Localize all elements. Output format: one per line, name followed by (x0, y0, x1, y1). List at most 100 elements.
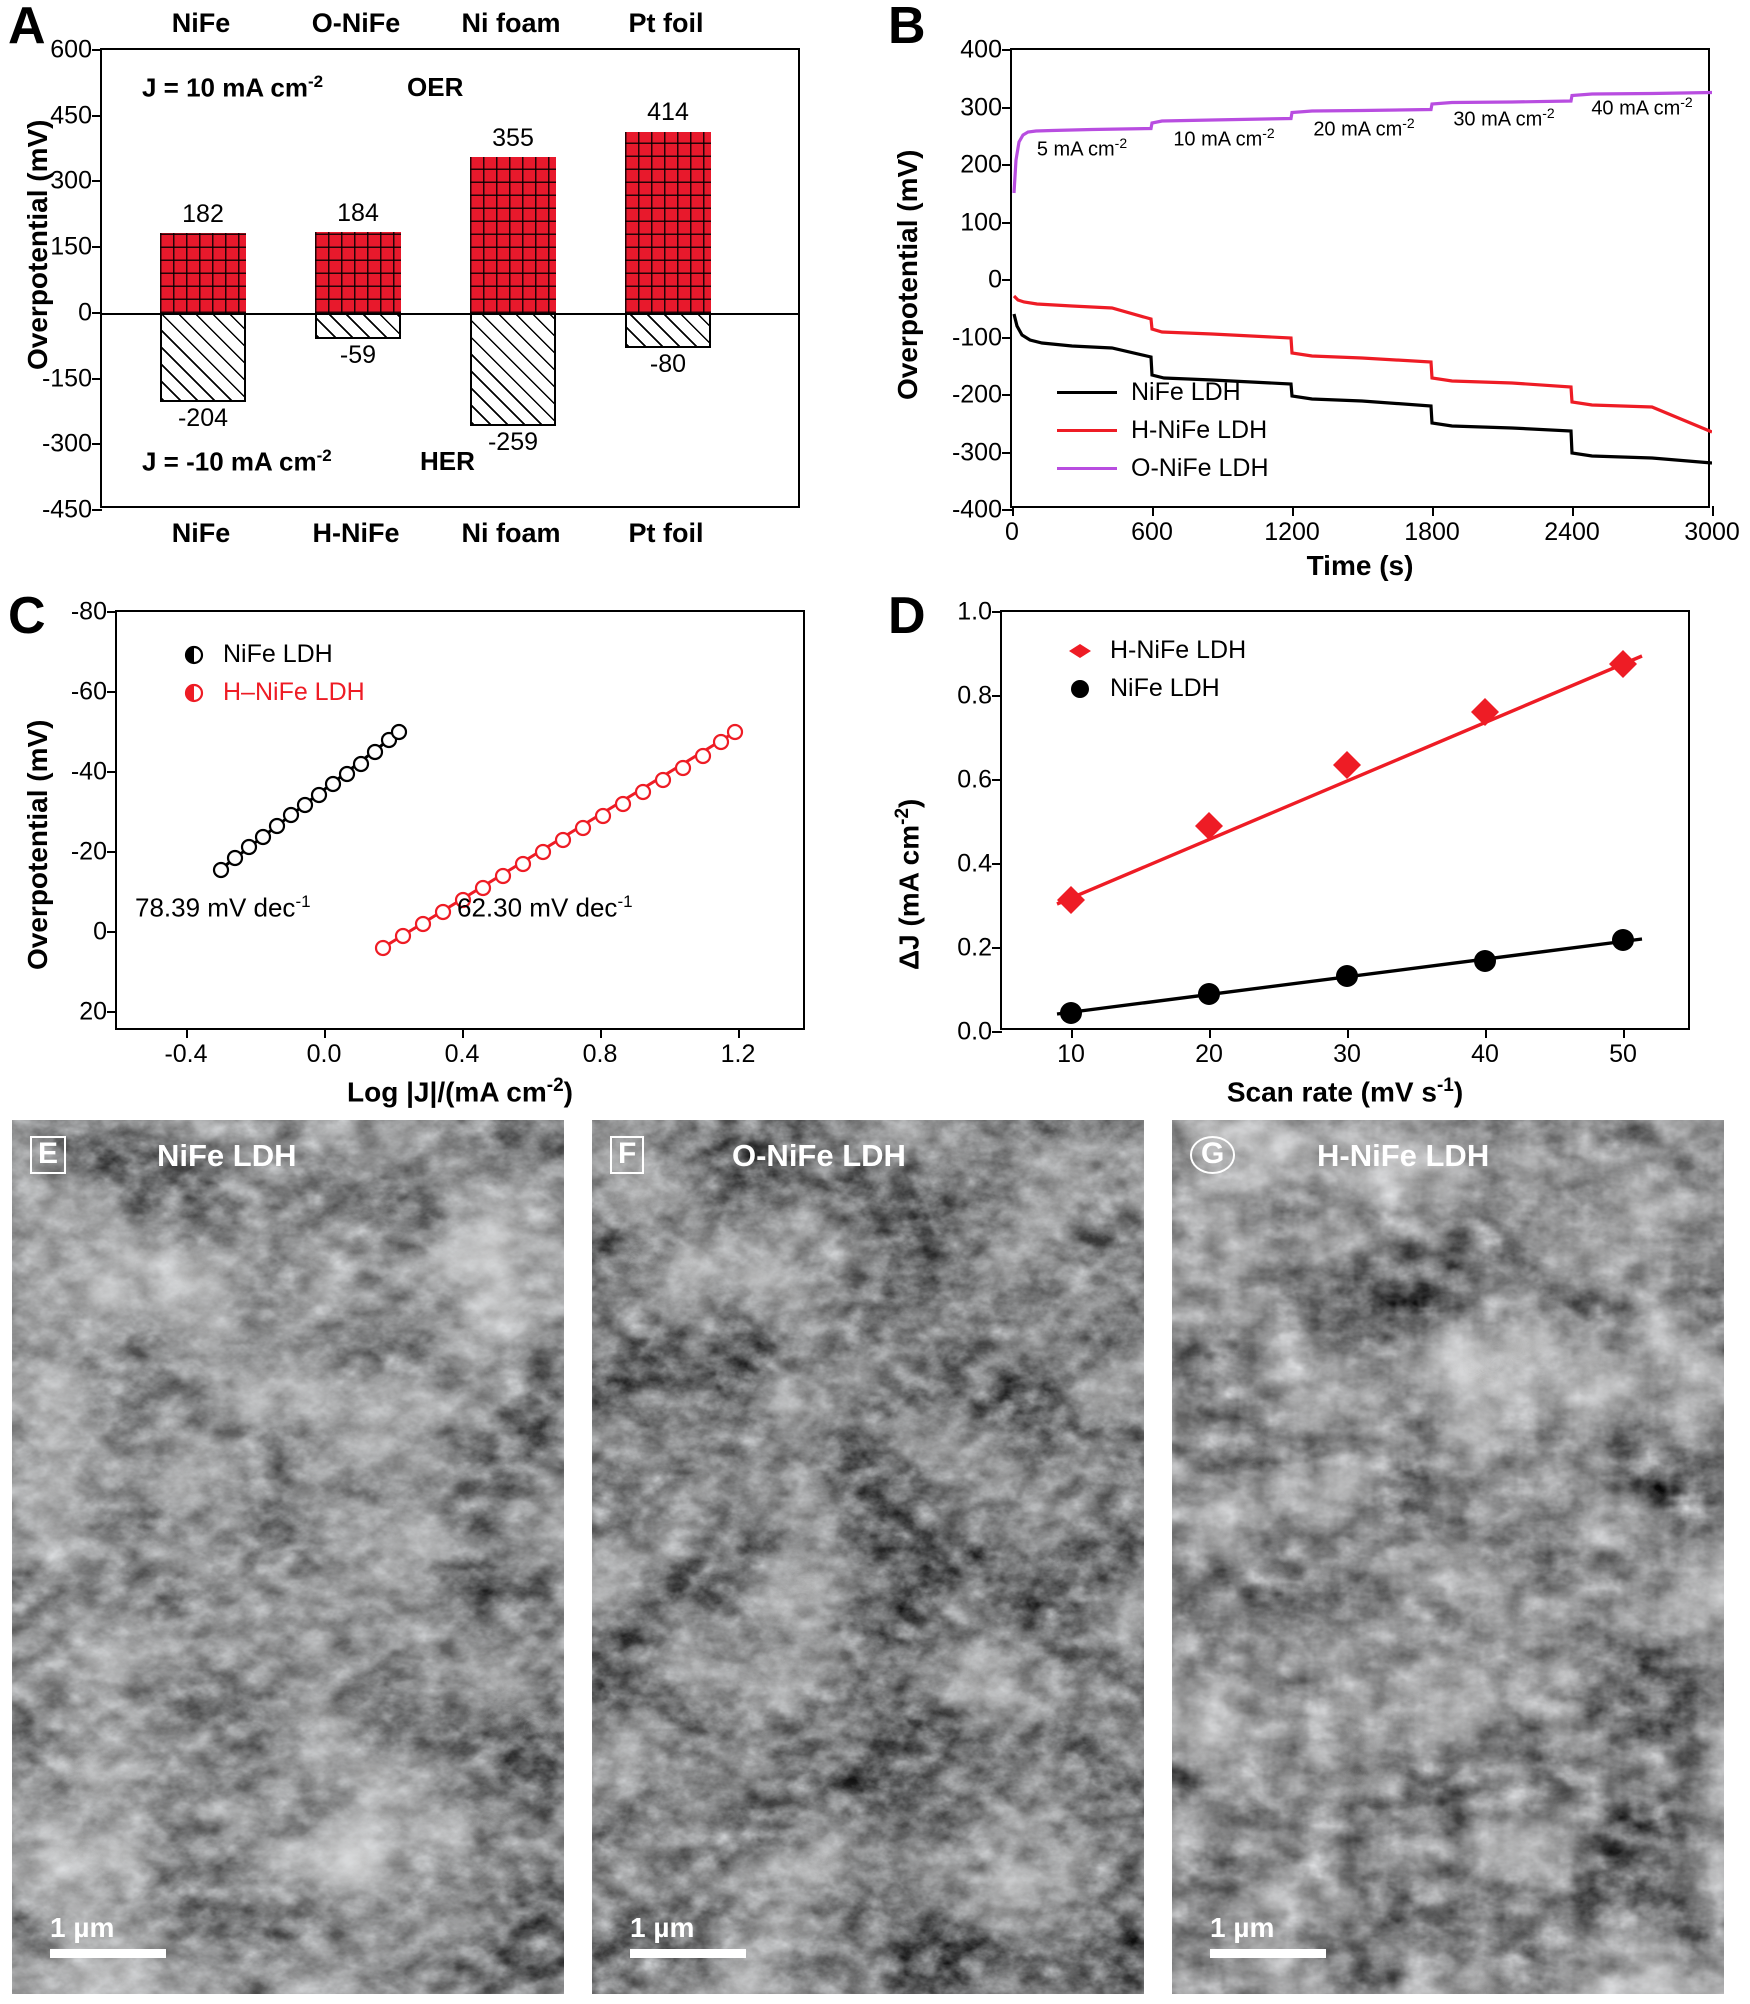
panel-a-ytick: -150 (41, 364, 92, 393)
bar-her-nifoam (470, 312, 556, 427)
panel-g-scalebar (1210, 1949, 1326, 1958)
panel-b-frame: 400 300 200 100 0 -100 -200 -300 -400 0 … (952, 36, 1740, 547)
legend-item-o-nife-ldh: O-NiFe LDH (1057, 454, 1269, 483)
panel-a-top-cat: Pt foil (628, 8, 704, 38)
legend-item-nife-ldh: NiFe LDH (1057, 378, 1269, 407)
panel-a-note-bottom: J = -10 mA cm-2 (142, 446, 332, 478)
panel-c-ytick: -40 (70, 757, 107, 786)
panel-c-label: C (8, 587, 46, 645)
panel-c-legend: NiFe LDH H–NiFe LDH (177, 640, 365, 716)
legend-item-h-nife-ldh: H-NiFe LDH (1057, 416, 1269, 445)
legend-label: NiFe LDH (1110, 674, 1220, 702)
legend-marker-circle (184, 645, 204, 664)
bar-value-her-nife: -204 (177, 404, 229, 432)
curve-h-nife-ldh (1012, 294, 1712, 434)
legend-marker-diamond (1069, 643, 1091, 658)
panel-e-image: E NiFe LDH 1 µm (12, 1120, 564, 1994)
panel-a-bottom-cat: Pt foil (628, 518, 704, 548)
panel-f-label: F (610, 1136, 645, 1174)
panel-a-note-bottom-text: J = -10 mA cm (142, 446, 317, 477)
panel-a-bottom-cat: NiFe (171, 518, 231, 548)
panel-g-scaletext: 1 µm (1210, 1912, 1275, 1943)
legend-label: H–NiFe LDH (223, 678, 365, 706)
panel-f-title: O-NiFe LDH (732, 1138, 906, 1173)
panel-c: C Overpotential (mV) -80 -60 -40 -20 0 2… (0, 587, 860, 1107)
curve-nife-ldh (1012, 313, 1712, 465)
panel-c-xlabel: Log |J|/(mA cm-2) (347, 1075, 573, 1108)
legend-item-h-nife-ldh: H-NiFe LDH (1062, 636, 1246, 665)
panel-c-ytick: -80 (70, 597, 107, 626)
curve-o-nife-ldh (1012, 90, 1712, 194)
legend-swatch (1057, 429, 1117, 432)
panel-a-note-top-sup: -2 (307, 72, 324, 91)
panel-a-zero-line (102, 312, 798, 315)
panel-b-step-label: 10 mA cm-2 (1173, 125, 1275, 151)
panel-a: A Overpotential (mV) 600 450 300 150 0 -… (0, 0, 860, 560)
legend-item-h-nife-ldh: H–NiFe LDH (177, 678, 365, 707)
legend-swatch (1057, 391, 1117, 394)
panel-a-note-bottom-sup: -2 (316, 446, 332, 465)
panel-b-ytick: -400 (951, 495, 1002, 524)
panel-b-ytick: 400 (960, 35, 1002, 64)
panel-d-xlabel: Scan rate (mV s-1) (1226, 1075, 1464, 1108)
panel-a-note-top-tag: OER (407, 72, 464, 102)
bar-her-ptfoil (625, 312, 711, 348)
panel-c-xtick: 0.8 (582, 1040, 618, 1068)
panel-d-xtick: 30 (1333, 1040, 1361, 1068)
panel-b-ytick: -200 (951, 380, 1002, 409)
bar-value-oer-nife: 182 (182, 200, 224, 228)
panel-g-title: H-NiFe LDH (1317, 1138, 1490, 1173)
bar-her-hnife (315, 312, 401, 339)
bar-value-her-hnife: -59 (339, 341, 377, 369)
panel-d-ytick: 1.0 (957, 597, 992, 626)
panel-a-ytick: 300 (50, 166, 92, 195)
panel-d-ytick: 0.8 (957, 681, 992, 710)
panel-b-xtick: 1200 (1264, 518, 1320, 546)
panel-b-label: B (888, 0, 926, 55)
panel-f-scaletext: 1 µm (630, 1912, 695, 1943)
panel-a-top-cat: NiFe (171, 8, 231, 38)
panel-c-ytick: 0 (93, 917, 107, 946)
panel-b-ytick: 200 (960, 150, 1002, 179)
panel-c-ytick: -20 (70, 837, 107, 866)
panel-d-label: D (888, 587, 926, 645)
panel-d-ytick: 0.0 (957, 1017, 992, 1046)
panel-b-ytick: 0 (988, 265, 1002, 294)
panel-a-ytick: 150 (50, 232, 92, 261)
legend-marker-circle (1071, 679, 1089, 698)
panel-b-ytick: -100 (951, 323, 1002, 351)
bar-value-her-nifoam: -259 (487, 428, 539, 456)
panel-d-xtick: 50 (1609, 1040, 1637, 1068)
panel-c-annotation-black: 78.39 mV dec-1 (135, 892, 311, 923)
panel-d-xtick: 10 (1057, 1040, 1085, 1068)
panel-a-top-cat: O-NiFe (311, 8, 401, 38)
panel-b-ytick: -300 (951, 438, 1002, 466)
bar-oer-ptfoil (625, 131, 711, 314)
legend-swatch (1057, 467, 1117, 470)
bar-value-oer-ptfoil: 414 (647, 98, 689, 126)
panel-a-ytick: 600 (50, 35, 92, 64)
panel-e-title: NiFe LDH (157, 1138, 297, 1173)
panel-e-label: E (30, 1136, 67, 1174)
panel-d-data (1056, 650, 1643, 1024)
bar-oer-onife (315, 232, 401, 313)
panel-c-xtick: 1.2 (720, 1040, 756, 1068)
legend-item-nife-ldh: NiFe LDH (1062, 674, 1246, 703)
panel-b-curves (1012, 90, 1712, 465)
panel-c-xtick: -0.4 (164, 1040, 208, 1068)
panel-b-xtick: 1800 (1404, 518, 1460, 546)
legend-label: NiFe LDH (1131, 378, 1241, 406)
legend-label: H-NiFe LDH (1110, 636, 1247, 664)
panel-b-ytick: 100 (960, 208, 1002, 236)
panel-c-ytick: 20 (79, 997, 107, 1026)
panel-a-label: A (8, 0, 46, 55)
panel-d-ytick: 0.2 (957, 933, 992, 962)
panel-c-annotation-red: 62.30 mV dec-1 (457, 892, 633, 923)
panel-a-top-cat: Ni foam (461, 8, 561, 38)
panel-c-frame: -80 -60 -40 -20 0 20 -0.4 0.0 0.4 0.8 1.… (71, 598, 805, 1068)
panel-d-legend: H-NiFe LDH NiFe LDH (1062, 636, 1246, 712)
panel-b-step-label: 30 mA cm-2 (1453, 105, 1555, 131)
panel-b-xtick: 600 (1131, 518, 1173, 546)
legend-marker-circle (184, 683, 204, 702)
legend-label: O-NiFe LDH (1131, 454, 1269, 482)
